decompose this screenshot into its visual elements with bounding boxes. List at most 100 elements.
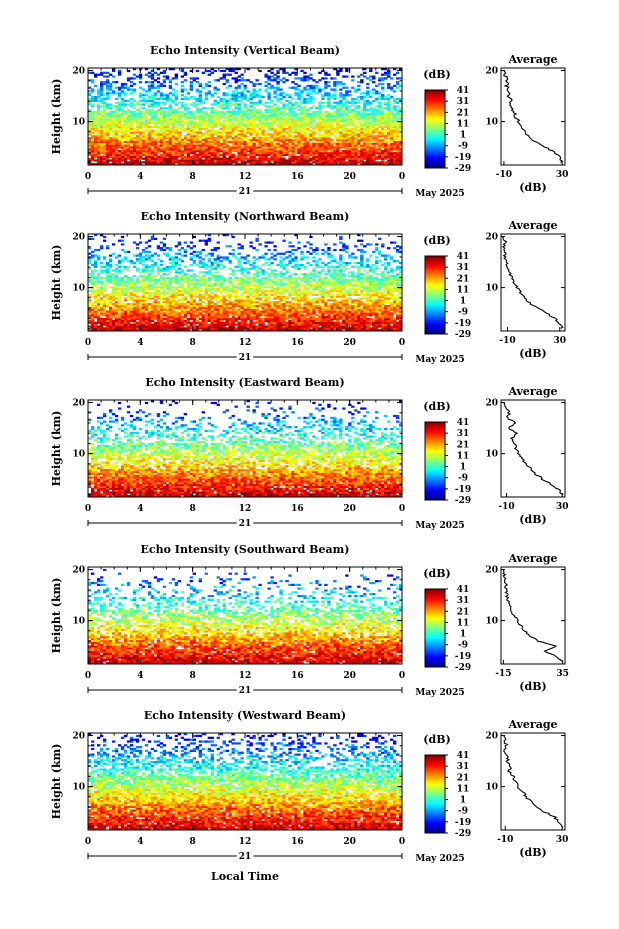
heatmap-cell (136, 135, 139, 137)
heatmap-cell (270, 133, 273, 135)
heatmap-cell (193, 144, 196, 146)
heatmap-cell (220, 158, 223, 160)
heatmap-cell (330, 143, 333, 145)
heatmap-cell (226, 158, 229, 160)
heatmap-cell (357, 150, 360, 152)
heatmap-cell (151, 137, 154, 139)
heatmap-cell (336, 135, 339, 137)
heatmap-cell (255, 158, 258, 160)
heatmap-cell (384, 135, 387, 137)
heatmap-cell (249, 139, 252, 141)
heatmap-cell (133, 131, 136, 133)
heatmap-cell (232, 137, 235, 139)
heatmap-cell (285, 159, 288, 161)
heatmap-cell (244, 141, 247, 143)
heatmap-cell (190, 156, 193, 158)
heatmap-cell (214, 137, 217, 139)
heatmap-cell (363, 161, 366, 163)
heatmap-cell (309, 139, 312, 141)
heatmap-cell (247, 154, 250, 156)
heatmap-cell (151, 148, 154, 150)
heatmap-cell (166, 141, 169, 143)
heatmap-cell (139, 131, 142, 133)
heatmap-cell (264, 143, 267, 145)
heatmap-cell (94, 133, 97, 135)
heatmap-cell (184, 135, 187, 137)
heatmap-cell (333, 135, 336, 137)
heatmap-field (88, 68, 402, 165)
heatmap-cell (264, 131, 267, 133)
heatmap-cell (276, 150, 279, 152)
heatmap-cell (157, 131, 160, 133)
heatmap-cell (261, 148, 264, 150)
heatmap-cell (220, 141, 223, 143)
heatmap-cell (321, 133, 324, 135)
heatmap-cell (267, 133, 270, 135)
heatmap-cell (202, 159, 205, 161)
heatmap-cell (223, 135, 226, 137)
heatmap-cell (258, 133, 261, 135)
heatmap-cell (369, 146, 372, 148)
heatmap-cell (384, 161, 387, 163)
heatmap-cell (94, 159, 97, 161)
heatmap-cell (232, 154, 235, 156)
heatmap-cell (115, 137, 118, 139)
heatmap-cell (235, 156, 238, 158)
heatmap-cell (267, 137, 270, 139)
heatmap-cell (372, 143, 375, 145)
heatmap-cell (315, 137, 318, 139)
heatmap-cell (327, 152, 330, 154)
heatmap-cell (294, 135, 297, 137)
heatmap-cell (288, 154, 291, 156)
heatmap-cell (306, 141, 309, 143)
heatmap-cell (118, 135, 121, 137)
heatmap-cell (387, 141, 390, 143)
heatmap-cell (88, 137, 91, 139)
heatmap-cell (273, 143, 276, 145)
heatmap-cell (181, 139, 184, 141)
heatmap-cell (145, 133, 148, 135)
heatmap-cell (318, 133, 321, 135)
heatmap-cell (196, 131, 199, 133)
heatmap-cell (312, 143, 315, 145)
heatmap-cell (282, 135, 285, 137)
heatmap-cell (202, 139, 205, 141)
heatmap-cell (115, 130, 118, 132)
heatmap-cell (375, 146, 378, 148)
heatmap-cell (375, 156, 378, 158)
heatmap-cell (229, 131, 232, 133)
heatmap-cell (267, 158, 270, 160)
heatmap-cell (279, 144, 282, 146)
heatmap-cell (142, 161, 145, 163)
heatmap-cell (220, 131, 223, 133)
heatmap-cell (258, 150, 261, 152)
heatmap-cell (258, 137, 261, 139)
heatmap-cell (393, 152, 396, 154)
heatmap-cell (247, 137, 250, 139)
panel-title: Echo Intensity (Vertical Beam) (150, 44, 340, 57)
heatmap-cell (381, 139, 384, 141)
heatmap-cell (235, 133, 238, 135)
panel-0: Echo Intensity (Vertical Beam)1020Height… (50, 44, 568, 199)
heatmap-cell (333, 141, 336, 143)
heatmap-cell (118, 150, 121, 152)
heatmap-cell (193, 135, 196, 137)
heatmap-cell (202, 133, 205, 135)
heatmap-cell (306, 133, 309, 135)
heatmap-cell (187, 137, 190, 139)
figure-canvas: Echo Intensity (Vertical Beam)1020Height… (0, 0, 619, 929)
heatmap-cell (157, 156, 160, 158)
heatmap-cell (255, 144, 258, 146)
heatmap-cell (333, 146, 336, 148)
heatmap-cell (133, 137, 136, 139)
heatmap-cell (297, 156, 300, 158)
heatmap-cell (300, 143, 303, 145)
heatmap-cell (127, 133, 130, 135)
heatmap-cell (121, 141, 124, 143)
heatmap-cell (109, 159, 112, 161)
heatmap-cell (178, 159, 181, 161)
heatmap-cell (387, 144, 390, 146)
heatmap-cell (142, 158, 145, 160)
heatmap-cell (148, 131, 151, 133)
heatmap-cell (330, 139, 333, 141)
